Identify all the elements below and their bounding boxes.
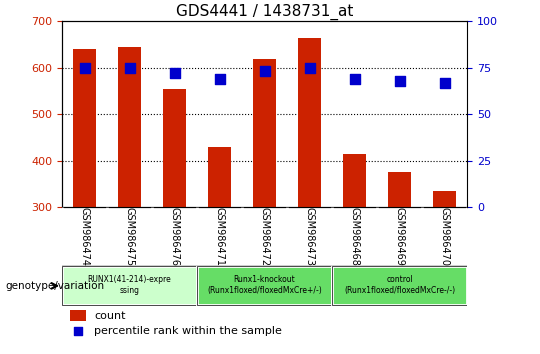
Point bbox=[125, 65, 134, 70]
Text: GSM986476: GSM986476 bbox=[170, 207, 180, 266]
Bar bbox=[343, 154, 366, 207]
Text: genotype/variation: genotype/variation bbox=[5, 281, 105, 291]
Point bbox=[350, 76, 359, 82]
Bar bbox=[253, 59, 276, 207]
Point bbox=[305, 65, 314, 70]
Text: GSM986473: GSM986473 bbox=[305, 207, 315, 266]
Bar bbox=[163, 88, 186, 207]
Text: percentile rank within the sample: percentile rank within the sample bbox=[94, 326, 282, 336]
Text: GSM986469: GSM986469 bbox=[395, 207, 404, 266]
Text: RUNX1(41-214)-expre
ssing: RUNX1(41-214)-expre ssing bbox=[87, 275, 172, 295]
Text: count: count bbox=[94, 310, 126, 321]
Bar bbox=[208, 147, 231, 207]
Bar bbox=[62, 266, 197, 306]
Point bbox=[80, 65, 89, 70]
Text: control
(Runx1floxed/floxedMxCre-/-): control (Runx1floxed/floxedMxCre-/-) bbox=[344, 275, 455, 295]
Point bbox=[170, 70, 179, 76]
Bar bbox=[70, 309, 86, 321]
Text: GSM986470: GSM986470 bbox=[440, 207, 450, 266]
Bar bbox=[299, 38, 321, 207]
Bar bbox=[332, 266, 467, 306]
Bar bbox=[197, 266, 332, 306]
Bar bbox=[434, 191, 456, 207]
Text: GSM986472: GSM986472 bbox=[260, 207, 269, 266]
Title: GDS4441 / 1438731_at: GDS4441 / 1438731_at bbox=[176, 4, 353, 20]
Bar bbox=[197, 266, 332, 306]
Text: GSM986475: GSM986475 bbox=[125, 207, 134, 266]
Point bbox=[215, 76, 224, 82]
Text: Runx1-knockout
(Runx1floxed/floxedMxCre+/-): Runx1-knockout (Runx1floxed/floxedMxCre+… bbox=[207, 275, 322, 295]
Text: GSM986468: GSM986468 bbox=[349, 207, 360, 266]
Text: GSM986474: GSM986474 bbox=[79, 207, 90, 266]
Bar bbox=[73, 49, 96, 207]
Point bbox=[395, 78, 404, 84]
Point bbox=[260, 69, 269, 74]
Bar bbox=[62, 266, 197, 306]
Point bbox=[440, 80, 449, 85]
Text: GSM986471: GSM986471 bbox=[214, 207, 225, 266]
Bar bbox=[332, 266, 467, 306]
Bar bbox=[118, 47, 141, 207]
Bar bbox=[388, 172, 411, 207]
Point bbox=[74, 329, 83, 334]
